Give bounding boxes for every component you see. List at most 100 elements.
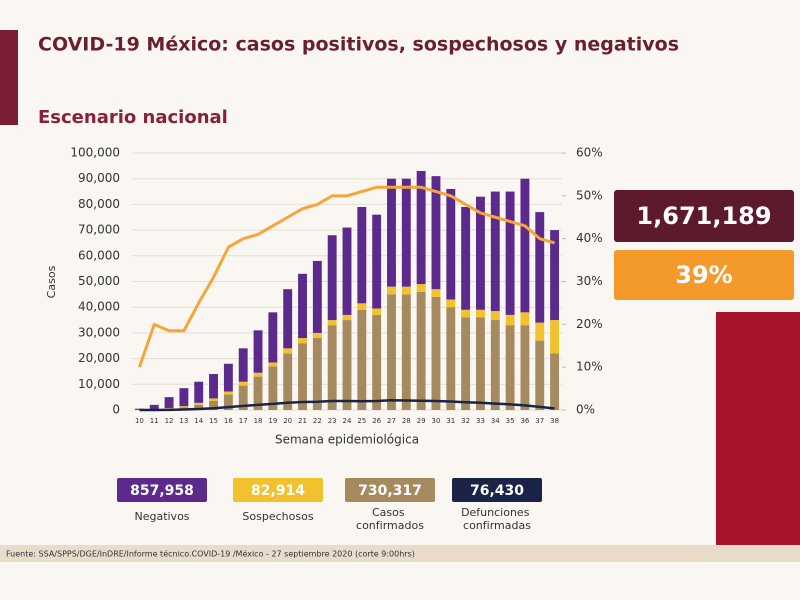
accent-bar bbox=[0, 30, 18, 125]
bar-segment bbox=[490, 191, 500, 312]
bar-segment bbox=[535, 322, 545, 341]
bar-segment bbox=[223, 391, 233, 395]
bar-segment bbox=[179, 388, 189, 407]
x-tick-label: 29 bbox=[417, 417, 426, 425]
bar-segment bbox=[372, 308, 382, 315]
summary-value: 857,958 bbox=[130, 483, 194, 499]
bar-segment bbox=[253, 330, 263, 373]
bar-segment bbox=[209, 398, 218, 402]
source: Fuente: SSA/SPPS/DGE/InDRE/Informe técni… bbox=[6, 549, 415, 559]
x-tick-label: 30 bbox=[432, 417, 441, 425]
bar-segment bbox=[283, 348, 293, 354]
video-inset bbox=[716, 312, 800, 545]
y-tick-label: 80,000 bbox=[78, 197, 120, 211]
bar-segment bbox=[505, 191, 515, 315]
summary-box bbox=[452, 478, 542, 502]
bar-segment bbox=[476, 196, 485, 310]
bar-segment bbox=[298, 273, 307, 339]
y-tick-label: 10,000 bbox=[78, 377, 120, 391]
x-tick-label: 38 bbox=[550, 417, 559, 425]
bar-segment bbox=[312, 260, 322, 333]
bar-segment bbox=[357, 303, 367, 310]
footer-band bbox=[0, 545, 800, 562]
y2-tick-label: 50% bbox=[576, 188, 603, 202]
bar-segment bbox=[164, 407, 174, 409]
x-tick-label: 10 bbox=[135, 417, 144, 425]
x-tick-label: 23 bbox=[328, 417, 337, 425]
x-axis-label: Semana epidemiológica bbox=[275, 433, 419, 447]
x-tick-label: 32 bbox=[461, 417, 470, 425]
summary-label: Casos confirmados bbox=[356, 506, 424, 532]
bar-segment bbox=[387, 294, 396, 410]
bar-segment bbox=[372, 214, 382, 309]
bar-segment bbox=[312, 332, 322, 339]
y2-tick-label: 20% bbox=[576, 317, 603, 331]
total-box bbox=[614, 190, 794, 242]
bar-segment bbox=[476, 317, 485, 410]
y-tick-label: 70,000 bbox=[78, 223, 120, 237]
x-tick-label: 31 bbox=[446, 417, 455, 425]
x-tick-label: 11 bbox=[150, 417, 159, 425]
x-tick-label: 16 bbox=[224, 417, 233, 425]
summary-box bbox=[345, 478, 435, 502]
bar-segment bbox=[550, 230, 560, 321]
bar-segment bbox=[550, 353, 560, 410]
bar-segment bbox=[520, 325, 530, 410]
summary-value: 76,430 bbox=[470, 483, 524, 499]
bar-segment bbox=[268, 312, 278, 363]
x-tick-label: 15 bbox=[209, 417, 218, 425]
positivity-value: 39% bbox=[675, 261, 732, 289]
y-tick-label: 50,000 bbox=[78, 274, 120, 288]
bar-segment bbox=[446, 307, 456, 410]
bar-segment bbox=[342, 314, 352, 321]
bar-segment bbox=[253, 376, 263, 410]
x-tick-label: 37 bbox=[535, 417, 544, 425]
bar-segment bbox=[223, 394, 233, 410]
x-tick-label: 27 bbox=[387, 417, 396, 425]
bar-segment bbox=[238, 385, 248, 410]
y2-tick-label: 10% bbox=[576, 360, 603, 374]
bar-segment bbox=[446, 188, 456, 300]
bar-segment bbox=[164, 397, 174, 408]
bar-segment bbox=[431, 296, 441, 410]
bar-segment bbox=[149, 404, 159, 410]
bar-segment bbox=[357, 309, 367, 410]
summary-label: Sospechosos bbox=[242, 510, 313, 523]
bar-segment bbox=[283, 353, 293, 410]
positivity-box bbox=[614, 250, 794, 300]
y2-tick-label: 30% bbox=[576, 274, 603, 288]
x-tick-label: 25 bbox=[357, 417, 366, 425]
bar-segment bbox=[238, 381, 248, 386]
x-tick-label: 12 bbox=[165, 417, 174, 425]
bar-segment bbox=[194, 404, 204, 410]
bar-segment bbox=[550, 320, 560, 354]
x-tick-label: 18 bbox=[254, 417, 263, 425]
y-tick-label: 30,000 bbox=[78, 325, 120, 339]
bar-segment bbox=[535, 340, 545, 410]
bar-segment bbox=[253, 372, 263, 377]
bar-segment bbox=[490, 320, 500, 410]
summary-label: Defunciones confirmadas bbox=[461, 506, 533, 532]
bar-segment bbox=[401, 178, 411, 287]
bar-segment bbox=[327, 320, 337, 326]
bar-segment bbox=[298, 338, 307, 344]
x-tick-label: 34 bbox=[491, 417, 500, 425]
x-tick-label: 26 bbox=[372, 417, 381, 425]
summary-label: Negativos bbox=[134, 510, 189, 523]
bar-segment bbox=[520, 178, 530, 313]
bar-segment bbox=[431, 176, 441, 290]
title: COVID-19 México: casos positivos, sospec… bbox=[38, 34, 679, 56]
bar-segment bbox=[416, 284, 426, 292]
subtitle: Escenario nacional bbox=[38, 107, 228, 128]
y-axis-label: Casos bbox=[45, 265, 58, 298]
bar-segment bbox=[342, 320, 352, 410]
bar-segment bbox=[401, 294, 411, 410]
y-tick-label: 40,000 bbox=[78, 300, 120, 314]
bar-segment bbox=[283, 289, 293, 349]
y-tick-label: 0 bbox=[112, 403, 120, 417]
bar-segment bbox=[372, 314, 382, 410]
bar-segment bbox=[535, 212, 545, 323]
bar-segment bbox=[327, 325, 337, 410]
bar-segment bbox=[194, 381, 204, 403]
